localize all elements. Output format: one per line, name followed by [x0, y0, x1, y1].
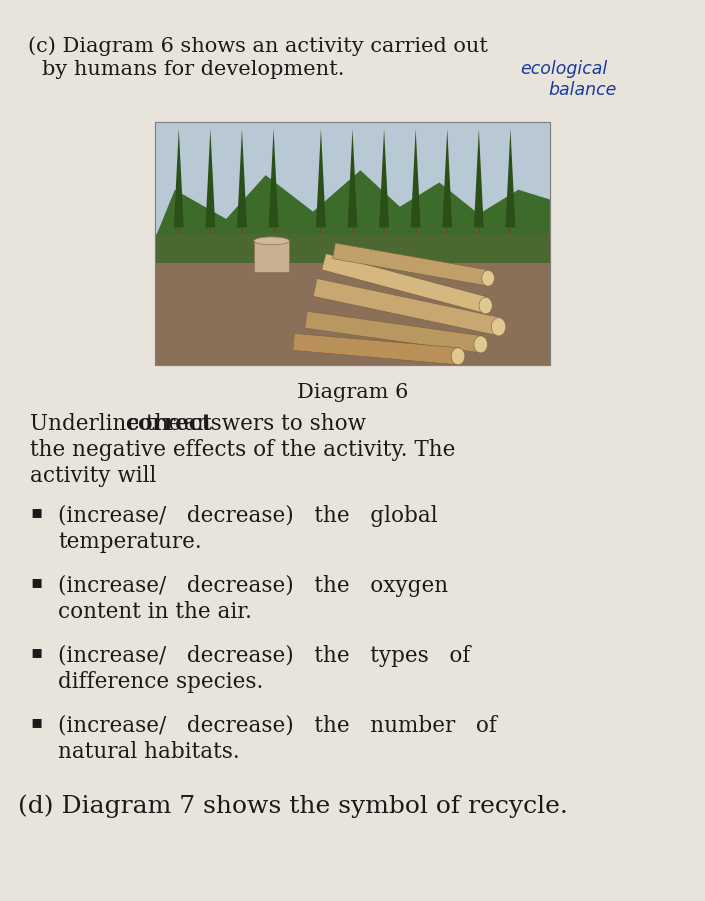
- Bar: [155, 122, 550, 365]
- Text: balance: balance: [548, 81, 616, 99]
- Ellipse shape: [451, 348, 465, 365]
- Polygon shape: [442, 129, 452, 227]
- Ellipse shape: [479, 297, 492, 314]
- Polygon shape: [379, 129, 389, 227]
- Polygon shape: [333, 243, 491, 286]
- Text: Diagram 6: Diagram 6: [297, 383, 408, 402]
- Bar: [273, 222, 274, 239]
- Bar: [178, 222, 180, 239]
- Text: correct: correct: [125, 413, 212, 435]
- Bar: [352, 222, 353, 239]
- Polygon shape: [348, 129, 357, 227]
- Polygon shape: [474, 129, 484, 227]
- Polygon shape: [305, 311, 483, 353]
- Polygon shape: [321, 254, 490, 314]
- Text: answers to show: answers to show: [177, 413, 366, 435]
- Bar: [209, 222, 212, 239]
- Polygon shape: [269, 129, 278, 227]
- Ellipse shape: [474, 336, 488, 353]
- Text: content in the air.: content in the air.: [58, 601, 252, 623]
- Text: temperature.: temperature.: [58, 531, 202, 553]
- Polygon shape: [505, 129, 515, 227]
- Bar: [155, 122, 550, 365]
- Bar: [478, 222, 480, 239]
- Text: ▪: ▪: [30, 573, 42, 591]
- Text: (c) Diagram 6 shows an activity carried out: (c) Diagram 6 shows an activity carried …: [28, 36, 488, 56]
- Text: ▪: ▪: [30, 643, 42, 661]
- Bar: [415, 222, 417, 239]
- Ellipse shape: [491, 318, 506, 336]
- Bar: [383, 222, 385, 239]
- Bar: [241, 222, 243, 239]
- Text: activity will: activity will: [30, 465, 157, 487]
- Text: natural habitats.: natural habitats.: [58, 741, 240, 763]
- Bar: [155, 263, 550, 365]
- Polygon shape: [174, 129, 184, 227]
- Text: (increase/   decrease)   the   oxygen: (increase/ decrease) the oxygen: [58, 575, 448, 597]
- Ellipse shape: [254, 237, 289, 245]
- Text: (increase/   decrease)   the   global: (increase/ decrease) the global: [58, 505, 438, 527]
- Text: ▪: ▪: [30, 503, 42, 521]
- Ellipse shape: [482, 270, 494, 287]
- Polygon shape: [293, 333, 460, 365]
- Text: the negative effects of the activity. The: the negative effects of the activity. Th…: [30, 439, 455, 461]
- Text: difference species.: difference species.: [58, 671, 263, 693]
- Text: by humans for development.: by humans for development.: [42, 60, 345, 79]
- Text: ecological: ecological: [520, 60, 607, 78]
- Text: Underline the: Underline the: [30, 413, 188, 435]
- Text: (increase/   decrease)   the   number   of: (increase/ decrease) the number of: [58, 714, 497, 737]
- Polygon shape: [411, 129, 421, 227]
- Bar: [510, 222, 511, 239]
- Bar: [446, 222, 448, 239]
- Text: ▪: ▪: [30, 713, 42, 731]
- Polygon shape: [237, 129, 247, 227]
- Polygon shape: [155, 170, 550, 239]
- Polygon shape: [313, 278, 503, 336]
- Text: (increase/   decrease)   the   types   of: (increase/ decrease) the types of: [58, 645, 470, 667]
- Polygon shape: [316, 129, 326, 227]
- Polygon shape: [205, 129, 215, 227]
- Bar: [155, 233, 550, 272]
- Bar: [320, 222, 322, 239]
- Bar: [155, 122, 550, 239]
- Bar: [254, 241, 289, 272]
- Text: (d) Diagram 7 shows the symbol of recycle.: (d) Diagram 7 shows the symbol of recycl…: [18, 795, 568, 818]
